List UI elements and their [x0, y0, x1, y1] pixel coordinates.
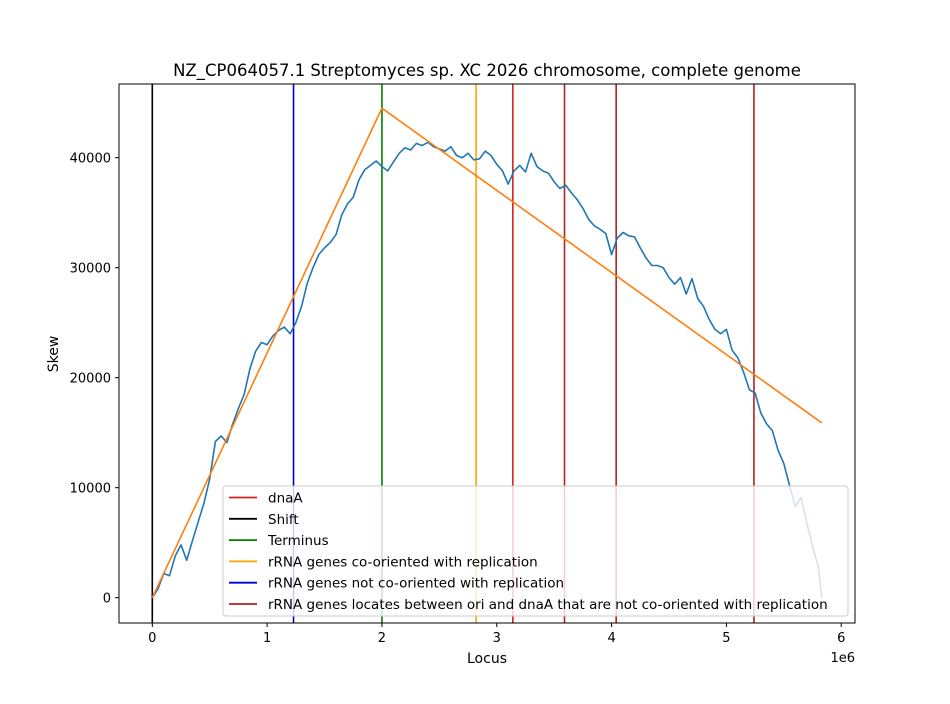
y-tick-label: 10000 — [70, 482, 111, 497]
y-tick-label: 0 — [103, 592, 111, 607]
x-tick-label: 4 — [607, 631, 615, 646]
x-axis-offset-label: 1e6 — [830, 651, 855, 666]
x-tick-label: 2 — [378, 631, 386, 646]
legend-label: rRNA genes co-oriented with replication — [268, 554, 538, 570]
legend-label: rRNA genes locates between ori and dnaA … — [268, 597, 828, 613]
series-line-1 — [151, 107, 823, 599]
chart-title: NZ_CP064057.1 Streptomyces sp. XC 2026 c… — [173, 61, 801, 81]
x-axis-label: Locus — [467, 651, 507, 667]
x-tick-label: 1 — [263, 631, 271, 646]
y-tick-label: 20000 — [70, 372, 111, 387]
x-tick-label: 0 — [148, 631, 156, 646]
plot-frame — [118, 83, 856, 624]
series-line-0 — [151, 141, 823, 599]
y-tick-label: 40000 — [70, 152, 111, 167]
x-tick-label: 5 — [722, 631, 730, 646]
y-axis-label: Skew — [46, 336, 62, 373]
x-tick-label: 6 — [837, 631, 845, 646]
legend: dnaA Shift Terminus rRNA genes co-oriented … — [222, 485, 849, 617]
x-tick-label: 3 — [493, 631, 501, 646]
legend-label: rRNA genes not co-oriented with replicat… — [268, 576, 564, 592]
legend-label: Terminus — [267, 533, 329, 549]
y-tick-label: 30000 — [70, 262, 111, 277]
legend-label: Shift — [268, 512, 299, 528]
legend-label: dnaA — [268, 491, 303, 507]
legend-box — [222, 485, 849, 617]
